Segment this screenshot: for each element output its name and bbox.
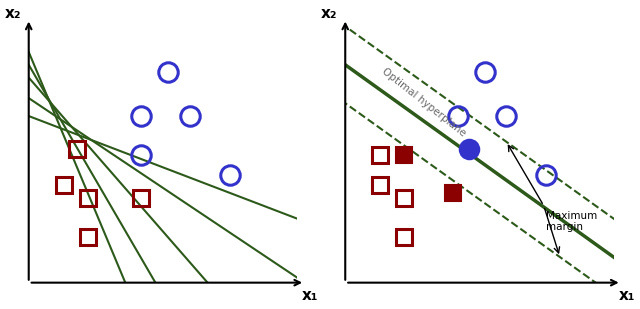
Text: Maximum
margin: Maximum margin [547,211,598,232]
Text: x₂: x₂ [4,6,21,21]
Text: x₂: x₂ [321,6,337,21]
Text: Optimal hyperplane: Optimal hyperplane [380,66,468,139]
Text: x₁: x₁ [302,288,319,303]
Text: x₁: x₁ [619,288,635,303]
